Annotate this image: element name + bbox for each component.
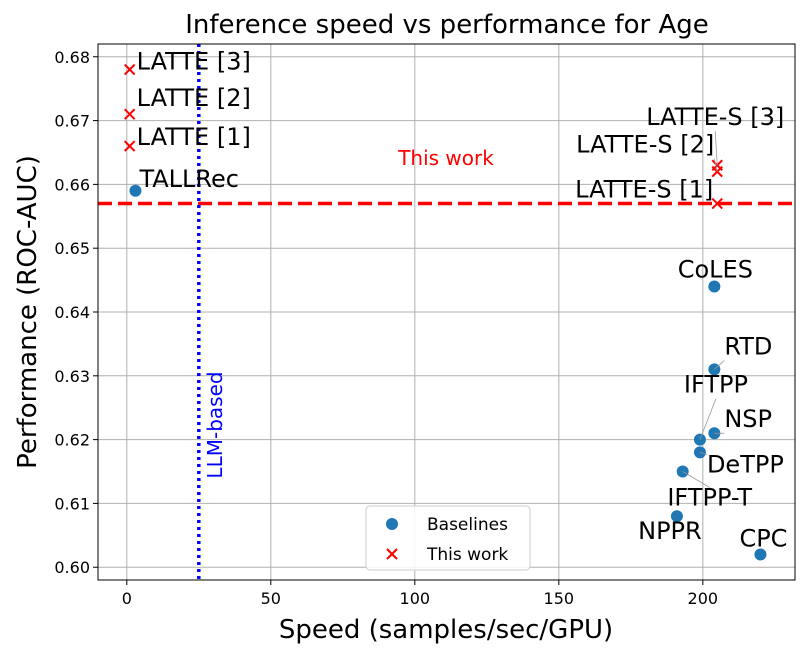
point-label: CoLES (678, 255, 753, 283)
point-label: IFTPP-T (667, 484, 752, 512)
point-label: DeTPP (707, 450, 784, 478)
x-marker-stroke (123, 140, 136, 152)
point-label: LATTE [2] (137, 84, 251, 112)
y-tick-label: 0.65 (54, 239, 90, 258)
point-labels: TALLRec CoLES RTD IFTPP NSP DeTPP IFTPP-T NPPR C… (137, 48, 788, 553)
legend-marker-this-work (386, 548, 398, 560)
label-leader-line (699, 398, 717, 440)
x-axis-title: Speed (samples/sec/GPU) (279, 615, 613, 645)
y-tick-label: 0.67 (54, 112, 90, 131)
this-work-point (711, 197, 723, 210)
point-label: RTD (724, 332, 772, 360)
x-tick-label: 50 (261, 589, 281, 608)
label-leader-line (713, 158, 718, 172)
x-marker-stroke (123, 108, 136, 120)
label-leader-line (714, 131, 718, 166)
this-work-line-label: This work (397, 146, 494, 170)
legend-label: Baselines (427, 515, 508, 535)
point-label: IFTPP (684, 371, 748, 399)
grid-lines (98, 44, 795, 580)
legend: Baselines This work (365, 505, 531, 571)
x-tick-label: 200 (688, 589, 719, 608)
x-marker-stroke (386, 548, 398, 560)
label-leader-line (714, 360, 725, 370)
data-points (123, 63, 767, 561)
y-axis-title: Performance (ROC-AUC) (13, 155, 43, 469)
point-label: TALLRec (138, 165, 239, 193)
point-label: CPC (739, 524, 787, 552)
x-marker-stroke (123, 63, 136, 76)
llm-based-line-label: LLM-based (203, 371, 227, 478)
reference-lines: This work LLM-based (98, 44, 795, 580)
y-tick-label: 0.63 (54, 367, 90, 386)
point-label: LATTE [1] (137, 123, 251, 151)
point-label: NSP (724, 405, 772, 433)
legend-box (365, 505, 531, 571)
y-tick-label: 0.66 (54, 175, 90, 194)
this-work-point (123, 140, 136, 152)
point-label: NPPR (638, 517, 702, 545)
legend-marker-baselines (386, 518, 398, 530)
x-marker-stroke (711, 197, 723, 210)
x-tick-label: 100 (400, 589, 431, 608)
x-tick-label: 0 (122, 589, 132, 608)
this-work-point (123, 63, 136, 76)
axis-ticks: 0 50 100 150 200 0.60 0.61 0.62 0.63 0.64 0.65 0.66… (54, 48, 718, 608)
label-leader-line (699, 451, 708, 455)
point-label: LATTE-S [3] (646, 103, 784, 131)
y-tick-label: 0.68 (54, 48, 90, 67)
point-label: LATTE-S [2] (576, 131, 714, 159)
y-tick-label: 0.61 (54, 494, 90, 513)
baseline-point (708, 280, 721, 293)
legend-label: This work (426, 545, 508, 565)
chart-title: Inference speed vs performance for Age (185, 10, 709, 40)
this-work-point (123, 108, 136, 120)
baseline-point (754, 548, 767, 561)
baseline-point (129, 184, 142, 197)
x-tick-label: 150 (544, 589, 575, 608)
y-tick-label: 0.64 (54, 303, 90, 322)
y-tick-label: 0.62 (54, 431, 90, 450)
point-label: LATTE [3] (137, 48, 251, 76)
y-tick-label: 0.60 (54, 558, 90, 577)
point-label: LATTE-S [1] (575, 176, 713, 204)
label-leader-line (682, 471, 710, 488)
baseline-point (670, 510, 683, 523)
